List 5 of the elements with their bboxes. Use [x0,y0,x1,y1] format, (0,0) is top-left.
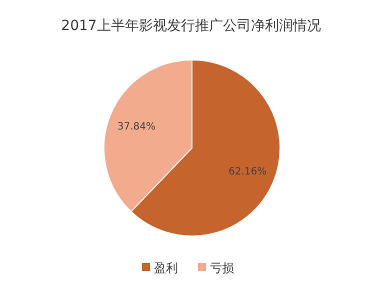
legend-label: 盈利 [154,261,178,275]
data-label: 62.16% [228,166,267,178]
data-label: 37.84% [117,122,156,133]
chart-title: 2017上半年影视发行推广公司净利润情况 [61,18,321,34]
legend-label: 亏损 [210,261,234,275]
